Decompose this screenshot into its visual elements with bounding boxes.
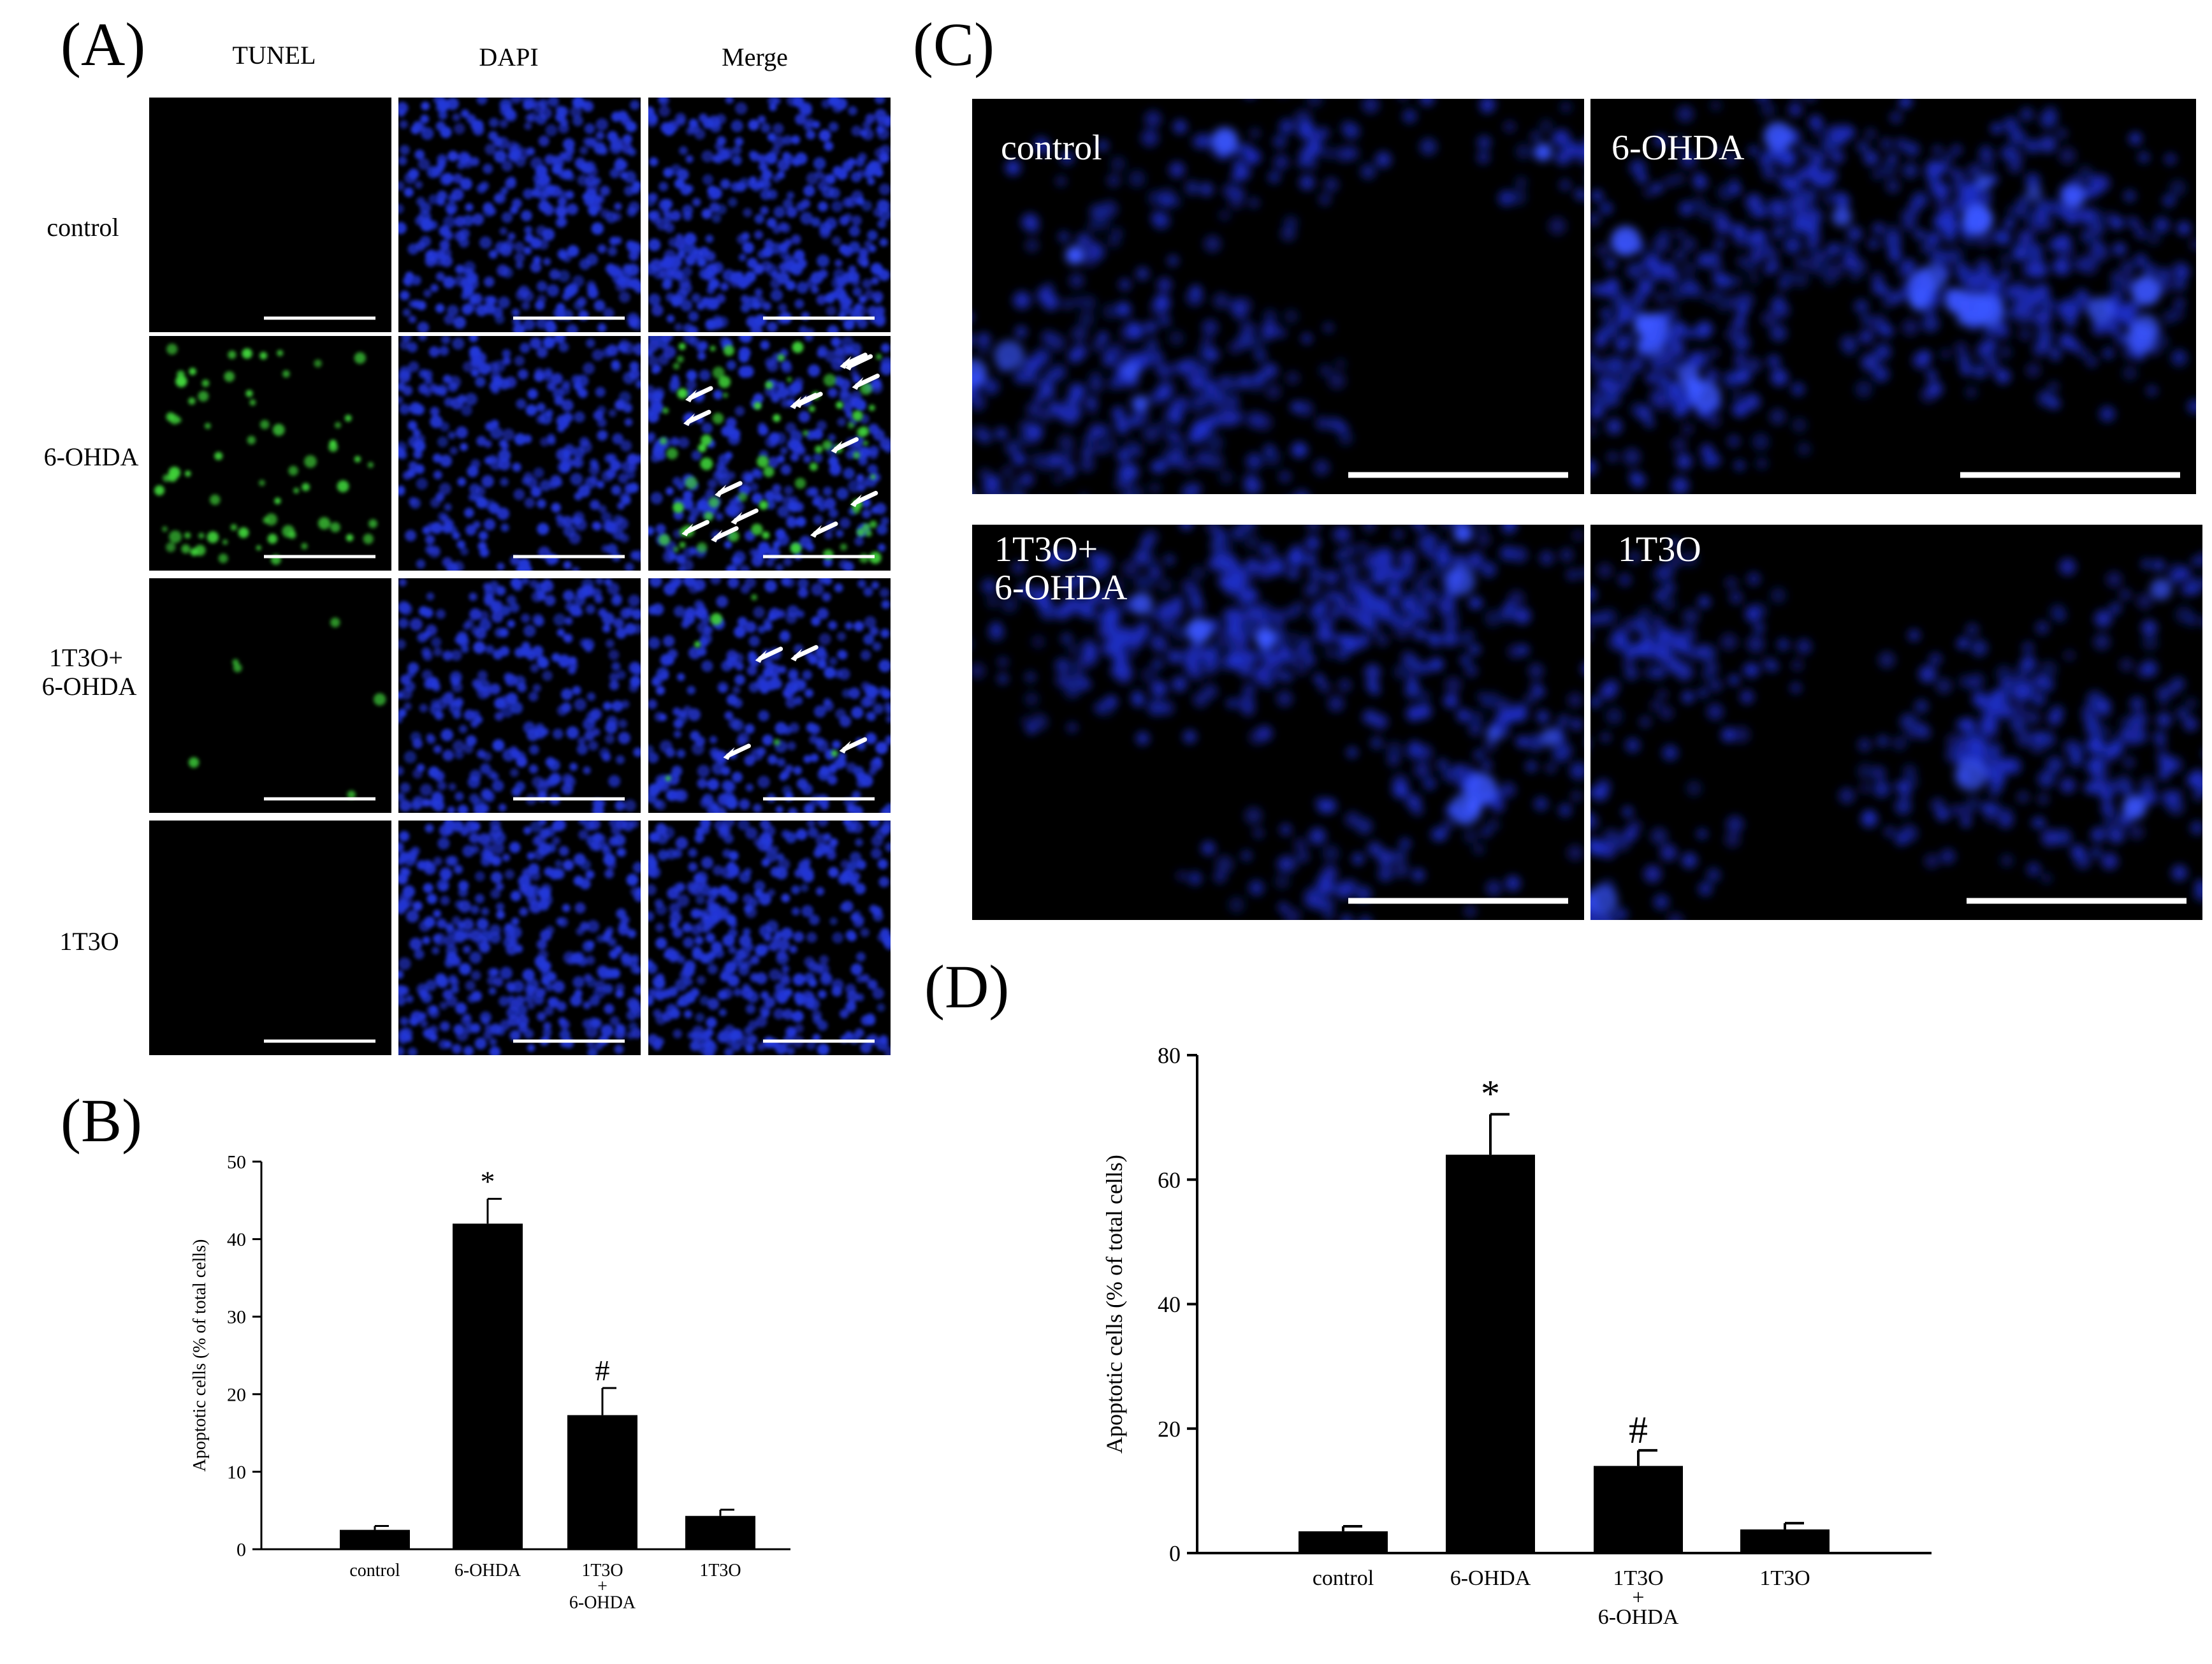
panel-b-category-joiner: + xyxy=(597,1577,608,1596)
row-label-1t3o: 1T3O xyxy=(59,927,119,956)
panel-b-bar xyxy=(685,1515,755,1549)
panel-b-y-tick-label: 50 xyxy=(227,1152,246,1173)
panel-b-category-subline: 6-OHDA xyxy=(569,1593,636,1612)
panel-d-bar xyxy=(1299,1531,1388,1553)
panel-d-category-subline: 6-OHDA xyxy=(1598,1605,1679,1629)
panel-b-y-axis-label: Apoptotic cells (% of total cells) xyxy=(190,1239,210,1472)
micrograph-panel-c-control xyxy=(972,99,1584,494)
panel-b-significance-mark: * xyxy=(481,1165,495,1197)
panel-a-label: (A) xyxy=(61,10,145,78)
panel-a-micrograph-grid xyxy=(149,98,891,1055)
micrograph-merge-1t3o-6-ohda xyxy=(648,578,891,813)
panel-d-y-tick-label: 60 xyxy=(1158,1167,1181,1193)
panel-d-category-label: 1T3O xyxy=(1613,1566,1663,1590)
panel-d-bar xyxy=(1446,1155,1535,1553)
panel-b-category-label: control xyxy=(349,1561,400,1580)
panel-c-label: (C) xyxy=(913,10,994,78)
panel-b-bar xyxy=(567,1415,637,1549)
micrograph-panel-c-1t3o-6-ohda xyxy=(972,525,1584,920)
panel-c-tile-label-1t3o-plus: 1T3O+ xyxy=(994,530,1098,569)
panel-c-tile-label-6-ohda: 6-OHDA xyxy=(1612,128,1745,168)
panel-d-bar xyxy=(1594,1466,1683,1553)
panel-c-micrograph-grid xyxy=(972,99,2202,920)
panel-d-y-tick-label: 40 xyxy=(1158,1292,1181,1317)
micrograph-tunel-control xyxy=(149,98,391,332)
micrograph-merge-1t3o xyxy=(648,821,891,1055)
micrograph-tunel-1t3o-6-ohda xyxy=(149,578,391,813)
panel-d-significance-mark: * xyxy=(1481,1073,1500,1115)
micrograph-panel-c-1t3o xyxy=(1590,525,2202,920)
column-header-tunel: TUNEL xyxy=(232,41,316,69)
row-label-6-ohda-second-line: 6-OHDA xyxy=(42,672,137,701)
panel-d-significance-mark: # xyxy=(1629,1409,1648,1451)
panel-d-category-label: 6-OHDA xyxy=(1450,1566,1531,1590)
panel-b-category-label: 6-OHDA xyxy=(455,1561,521,1580)
panel-d-category-label: control xyxy=(1313,1566,1374,1590)
panel-d-y-tick-label: 80 xyxy=(1158,1043,1181,1069)
micrograph-merge-control xyxy=(648,98,891,332)
panel-b-category-label: 1T3O xyxy=(699,1561,741,1580)
micrograph-dapi-6-ohda xyxy=(398,336,641,571)
panel-b-label: (B) xyxy=(61,1086,142,1155)
panel-d-category-joiner: + xyxy=(1632,1586,1644,1610)
panel-b-y-tick-label: 10 xyxy=(227,1462,246,1483)
panel-c-tile-label-1t3o: 1T3O xyxy=(1618,530,1701,569)
panel-b-y-tick-label: 0 xyxy=(236,1540,246,1561)
micrograph-tunel-1t3o xyxy=(149,821,391,1055)
panel-d-bar-chart: 0 20 40 60 80 Apoptotic cells (% of total cel… xyxy=(1102,1043,1932,1629)
micrograph-tunel-6-ohda xyxy=(149,336,391,571)
panel-d-category-label: 1T3O xyxy=(1759,1566,1810,1590)
row-label-1t3o-plus: 1T3O+ xyxy=(49,643,123,672)
panel-b-y-tick-label: 40 xyxy=(227,1229,246,1250)
panel-c-tile-label-control: control xyxy=(1001,128,1102,168)
panel-d-y-tick-label: 0 xyxy=(1169,1541,1181,1566)
panel-b-bar xyxy=(453,1223,523,1549)
column-header-dapi: DAPI xyxy=(479,43,538,71)
panel-d-y-tick-label: 20 xyxy=(1158,1416,1181,1441)
panel-b-bar-chart: 0 10 20 30 40 50 Apoptotic cells (% of total c… xyxy=(190,1152,790,1612)
column-header-merge: Merge xyxy=(722,43,788,71)
panel-b-y-tick-label: 30 xyxy=(227,1307,246,1328)
panel-d-bar xyxy=(1740,1529,1830,1553)
row-label-control: control xyxy=(47,213,119,242)
panel-b-bar xyxy=(340,1529,410,1549)
micrograph-dapi-1t3o xyxy=(398,821,641,1055)
panel-b-significance-mark: # xyxy=(595,1354,610,1387)
panel-d-y-axis-label: Apoptotic cells (% of total cells) xyxy=(1102,1155,1127,1454)
panel-c-tile-label-6-ohda-second-line: 6-OHDA xyxy=(994,568,1128,608)
panel-b-category-label: 1T3O xyxy=(581,1561,623,1580)
row-label-6-ohda: 6-OHDA xyxy=(44,442,139,471)
micrograph-panel-c-6-ohda xyxy=(1590,99,2196,494)
panel-d-label: (D) xyxy=(924,952,1009,1021)
micrograph-merge-6-ohda xyxy=(648,336,891,571)
micrograph-dapi-control xyxy=(398,98,641,332)
panel-b-y-tick-label: 20 xyxy=(227,1384,246,1405)
micrograph-dapi-1t3o-6-ohda xyxy=(398,578,641,813)
